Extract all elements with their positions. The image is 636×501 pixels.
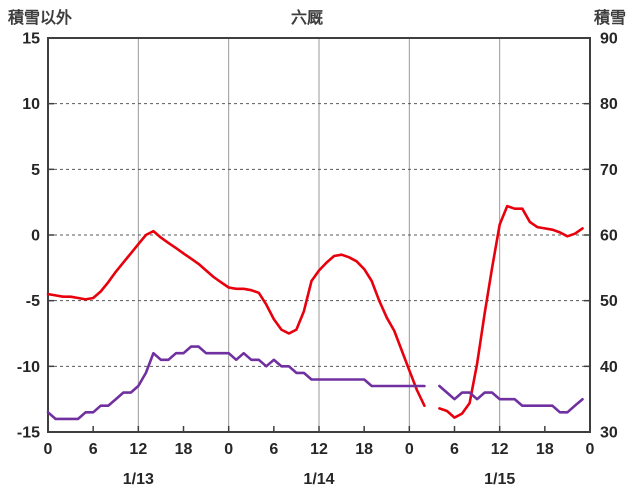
- date-label: 1/13: [123, 471, 154, 488]
- right-tick-label: 60: [600, 228, 618, 245]
- chart-title: 六厩: [291, 8, 323, 27]
- snow-depth-line: [46, 345, 426, 421]
- x-tick-label: 18: [175, 441, 193, 458]
- x-tick-label: 0: [224, 441, 233, 458]
- date-label: 1/15: [484, 471, 515, 488]
- x-tick-label: 6: [89, 441, 98, 458]
- date-label: 1/14: [303, 471, 334, 488]
- x-tick-label: 6: [269, 441, 278, 458]
- x-tick-label: 12: [491, 441, 509, 458]
- right-tick-label: 70: [600, 162, 618, 179]
- left-tick-label: -10: [17, 359, 40, 376]
- x-tick-label: 12: [310, 441, 328, 458]
- left-tick-label: 15: [22, 31, 40, 48]
- x-tick-label: 0: [586, 441, 595, 458]
- left-tick-label: 10: [22, 96, 40, 113]
- left-tick-label: -15: [17, 425, 40, 442]
- snow-depth-line: [438, 384, 584, 414]
- left-tick-label: 0: [31, 228, 40, 245]
- temperature-line: [438, 204, 584, 419]
- temperature-line: [46, 229, 426, 408]
- x-tick-label: 0: [44, 441, 53, 458]
- right-tick-label: 40: [600, 359, 618, 376]
- x-tick-label: 18: [355, 441, 373, 458]
- x-tick-label: 0: [405, 441, 414, 458]
- x-tick-label: 12: [129, 441, 147, 458]
- right-axis-title: 積雪: [593, 8, 626, 27]
- right-tick-label: 30: [600, 425, 618, 442]
- left-tick-label: 5: [31, 162, 40, 179]
- right-tick-label: 80: [600, 96, 618, 113]
- left-tick-label: -5: [26, 293, 40, 310]
- x-tick-label: 6: [450, 441, 459, 458]
- right-tick-label: 50: [600, 293, 618, 310]
- x-tick-label: 18: [536, 441, 554, 458]
- right-tick-label: 90: [600, 31, 618, 48]
- left-axis-title: 積雪以外: [7, 8, 72, 27]
